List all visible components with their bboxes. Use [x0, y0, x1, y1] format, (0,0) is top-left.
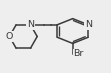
- Text: Br: Br: [73, 49, 84, 58]
- Text: N: N: [85, 20, 92, 29]
- Text: N: N: [27, 20, 34, 29]
- Text: O: O: [6, 32, 13, 41]
